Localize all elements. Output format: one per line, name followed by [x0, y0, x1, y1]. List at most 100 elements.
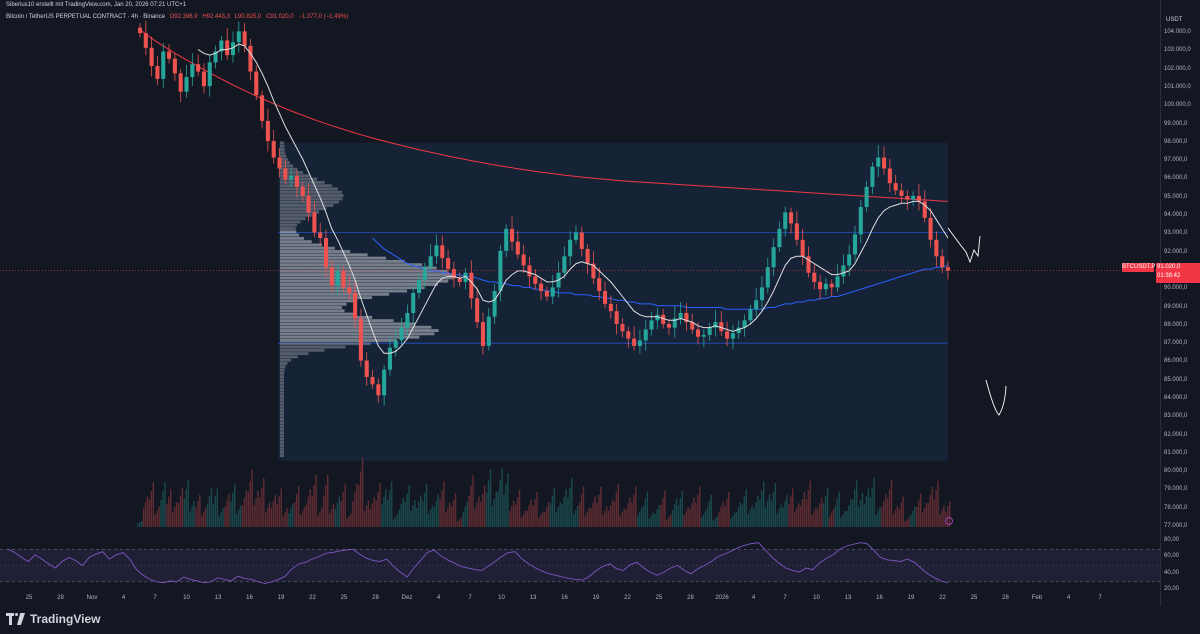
- volume-bar: [152, 481, 155, 527]
- candle-body: [492, 291, 497, 317]
- volume-bar: [305, 504, 308, 527]
- volume-bar: [867, 488, 870, 527]
- candle-body: [294, 175, 299, 187]
- time-tick: 25: [340, 595, 348, 601]
- volume-bar: [239, 505, 242, 527]
- volume-bar: [377, 491, 379, 527]
- volume-bar: [859, 499, 862, 527]
- profile-bar: [280, 424, 284, 428]
- volume-bar: [447, 507, 449, 527]
- candle-body: [637, 340, 642, 346]
- candle-body: [725, 331, 730, 339]
- volume-bar: [497, 491, 499, 527]
- volume-bar: [776, 513, 778, 527]
- profile-bar: [280, 388, 285, 392]
- volume-bar: [191, 506, 193, 527]
- price-unit-label[interactable]: USDT: [1166, 17, 1183, 23]
- candle-body: [289, 175, 294, 180]
- chart-caption: Siberius10 erstellt mit TradingView.com,…: [6, 2, 187, 8]
- profile-bar: [280, 352, 309, 356]
- time-tick: 10: [813, 595, 820, 601]
- candle-body: [219, 40, 224, 52]
- volume-bar: [365, 505, 368, 527]
- symbol-name[interactable]: Bitcoin / TetherUS PERPETUAL CONTRACT · …: [6, 14, 165, 20]
- volume-bar: [354, 492, 356, 527]
- candle-body: [800, 239, 805, 257]
- volume-bar: [268, 502, 271, 527]
- volume-bar: [687, 507, 689, 527]
- volume-bar: [336, 502, 339, 527]
- volume-bar: [419, 495, 422, 527]
- volume-bar: [156, 510, 158, 527]
- candle-body: [533, 276, 538, 284]
- volume-bar: [869, 497, 871, 527]
- profile-bar: [280, 312, 355, 316]
- volume-bar: [733, 513, 736, 527]
- symbol-legend[interactable]: Bitcoin / TetherUS PERPETUAL CONTRACT · …: [6, 14, 351, 20]
- profile-bar: [280, 282, 439, 286]
- volume-bar: [846, 510, 848, 527]
- volume-bar: [689, 509, 691, 527]
- candle-body: [416, 280, 422, 293]
- volume-bar: [222, 508, 224, 527]
- volume-bar: [704, 510, 707, 527]
- candle-body: [876, 157, 881, 167]
- volume-bar: [352, 501, 354, 527]
- price-axis[interactable]: [1160, 0, 1200, 634]
- volume-bar: [197, 501, 199, 527]
- volume-bar: [801, 499, 804, 527]
- candle-body: [672, 318, 677, 328]
- volume-bar: [578, 502, 581, 527]
- tradingview-logo[interactable]: TradingView: [6, 612, 100, 626]
- candle-body: [376, 384, 381, 396]
- volume-bar: [170, 489, 172, 527]
- volume-bar: [456, 521, 459, 527]
- volume-bar: [526, 510, 528, 527]
- volume-bar: [638, 511, 641, 527]
- volume-bar: [753, 508, 755, 527]
- profile-bar: [280, 441, 284, 444]
- volume-bar: [311, 495, 313, 527]
- profile-bar: [280, 236, 305, 240]
- volume-bar: [809, 480, 811, 527]
- candle-body: [283, 168, 288, 180]
- volume-bar: [582, 486, 585, 527]
- candle-body: [713, 322, 718, 328]
- volume-bar: [728, 491, 730, 527]
- profile-bar: [280, 378, 285, 382]
- profile-bar: [280, 292, 390, 296]
- time-tick: 25: [970, 595, 978, 601]
- volume-bar: [873, 477, 875, 527]
- candle-body: [771, 247, 776, 268]
- time-tick: 13: [214, 595, 222, 601]
- ohlc-low: L90.825,0: [234, 14, 262, 20]
- candle-body: [550, 287, 555, 297]
- time-tick: 7: [1098, 595, 1102, 601]
- volume-bar: [718, 511, 720, 527]
- profile-bar: [280, 355, 298, 359]
- volume-bar: [743, 496, 746, 527]
- price-tick: 103.000,0: [1164, 47, 1191, 54]
- time-tick: 10: [498, 595, 505, 601]
- volume-bar: [232, 492, 234, 527]
- profile-bar: [280, 398, 284, 402]
- volume-bar: [712, 520, 715, 527]
- volume-bar: [418, 501, 420, 527]
- rsi-tick: 60,00: [1164, 553, 1180, 560]
- volume-bar: [836, 498, 839, 527]
- user-drawing-projection: [945, 227, 1007, 525]
- volume-bar: [571, 478, 573, 527]
- volume-bar: [237, 509, 240, 527]
- candle-body: [899, 190, 904, 196]
- volume-bar: [927, 503, 930, 527]
- volume-bar: [654, 513, 656, 527]
- volume-bar: [708, 501, 711, 527]
- volume-bar: [139, 522, 141, 527]
- volume-bar: [609, 505, 612, 527]
- candle-body: [661, 314, 666, 324]
- volume-bar: [741, 504, 744, 527]
- volume-bar: [150, 490, 153, 527]
- volume-bar: [404, 501, 406, 527]
- profile-bar: [280, 141, 285, 145]
